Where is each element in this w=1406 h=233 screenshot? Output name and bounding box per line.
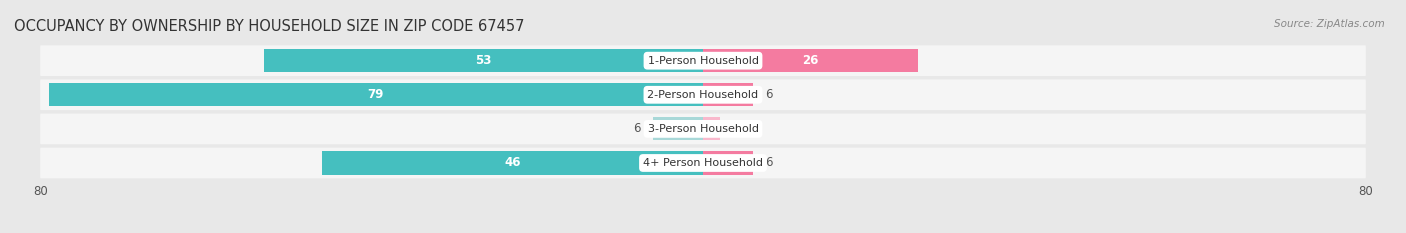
FancyBboxPatch shape	[41, 148, 1365, 178]
Text: 6: 6	[633, 122, 641, 135]
Bar	[703, 83, 752, 106]
Text: 2: 2	[733, 122, 740, 135]
Text: 6: 6	[765, 157, 773, 169]
FancyBboxPatch shape	[41, 45, 1365, 76]
Text: 53: 53	[475, 54, 492, 67]
Bar	[49, 83, 703, 106]
Text: OCCUPANCY BY OWNERSHIP BY HOUSEHOLD SIZE IN ZIP CODE 67457: OCCUPANCY BY OWNERSHIP BY HOUSEHOLD SIZE…	[14, 19, 524, 34]
Text: 6: 6	[765, 88, 773, 101]
FancyBboxPatch shape	[41, 113, 1365, 144]
Bar	[264, 49, 703, 72]
Text: 79: 79	[368, 88, 384, 101]
Text: 1-Person Household: 1-Person Household	[648, 56, 758, 66]
Bar	[322, 151, 703, 175]
Text: 26: 26	[803, 54, 818, 67]
Bar	[703, 49, 918, 72]
Text: 3-Person Household: 3-Person Household	[648, 124, 758, 134]
Bar	[703, 151, 752, 175]
Text: 46: 46	[505, 157, 520, 169]
Bar	[703, 117, 720, 140]
Text: Source: ZipAtlas.com: Source: ZipAtlas.com	[1274, 19, 1385, 29]
Text: 2-Person Household: 2-Person Household	[647, 90, 759, 100]
Bar	[654, 117, 703, 140]
Text: 4+ Person Household: 4+ Person Household	[643, 158, 763, 168]
FancyBboxPatch shape	[41, 79, 1365, 110]
